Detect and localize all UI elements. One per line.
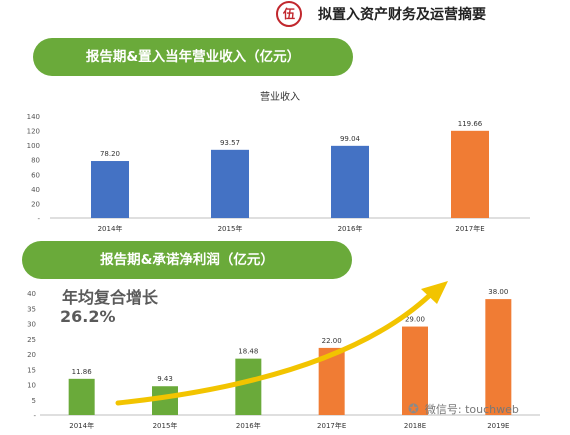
cagr-value: 26.2% (60, 307, 116, 326)
y-tick-label: 30 (27, 321, 36, 329)
data-label: 78.20 (100, 150, 120, 158)
x-tick-label: 2014年 (69, 421, 94, 430)
y-tick-label: - (33, 412, 36, 420)
watermark-text: 微信号: touchweb (424, 403, 519, 416)
bar (402, 326, 428, 415)
x-tick-label: 2016年 (236, 421, 261, 430)
profit-chart: - 5 10 15 20 25 30 35 40 11.86 2014年 9.43 2015年 18.48… (27, 281, 540, 430)
x-tick-label: 2017年E (455, 224, 484, 233)
y-tick-label: 40 (31, 186, 40, 194)
y-tick-label: - (37, 215, 40, 223)
data-label: 11.86 (72, 368, 93, 376)
data-label: 9.43 (157, 375, 173, 383)
y-tick-label: 10 (27, 382, 36, 390)
bar (485, 299, 512, 415)
y-tick-label: 5 (32, 397, 36, 405)
x-tick-label: 2019E (487, 422, 509, 430)
x-tick-label: 2014年 (98, 224, 123, 233)
y-tick-label: 20 (27, 351, 36, 359)
growth-arrow (115, 292, 433, 406)
y-tick-label: 140 (27, 113, 40, 121)
revenue-chart: - 20 40 60 80 100 120 140 营业收入 78.20 2014年 93.57 201… (27, 90, 530, 233)
y-tick-label: 20 (31, 200, 40, 208)
x-tick-label: 2018E (404, 422, 426, 430)
x-tick-label: 2016年 (338, 224, 363, 233)
data-label: 18.48 (238, 348, 258, 356)
bar (331, 145, 369, 218)
bar (91, 161, 129, 218)
x-tick-label: 2015年 (153, 421, 178, 430)
bar (211, 149, 249, 218)
y-tick-label: 40 (27, 290, 36, 298)
x-tick-label: 2017年E (317, 421, 346, 430)
data-label: 93.57 (220, 139, 240, 147)
y-tick-label: 100 (27, 142, 40, 150)
bar (68, 378, 95, 415)
growth-arrow-head (421, 281, 448, 304)
bar (235, 358, 262, 415)
wechat-watermark: ✪ 微信号: touchweb (408, 401, 519, 417)
y-tick-label: 15 (27, 366, 36, 374)
revenue-section-pill: 报告期&置入当年营业收入（亿元） (33, 38, 353, 76)
data-label: 29.00 (405, 316, 425, 324)
bar (451, 130, 489, 218)
cagr-title: 年均复合增长 (62, 288, 159, 307)
data-label: 99.04 (340, 135, 361, 143)
page-title: 拟置入资产财务及运营摘要 (318, 7, 486, 23)
data-label: 119.66 (458, 120, 483, 128)
x-tick-label: 2015年 (218, 224, 243, 233)
y-tick-label: 120 (27, 128, 40, 136)
wechat-icon: ✪ (408, 402, 419, 417)
y-tick-label: 80 (31, 157, 40, 165)
chart-title: 营业收入 (260, 90, 300, 103)
profit-section-pill: 报告期&承诺净利润（亿元） (22, 241, 352, 279)
data-label: 22.00 (322, 337, 342, 345)
y-tick-label: 35 (27, 305, 36, 313)
data-label: 38.00 (488, 288, 508, 296)
section-badge: 伍 (276, 1, 302, 27)
y-tick-label: 25 (27, 336, 36, 344)
header-bar: 伍 拟置入资产财务及运营摘要 (0, 0, 570, 28)
y-tick-label: 60 (31, 171, 40, 179)
